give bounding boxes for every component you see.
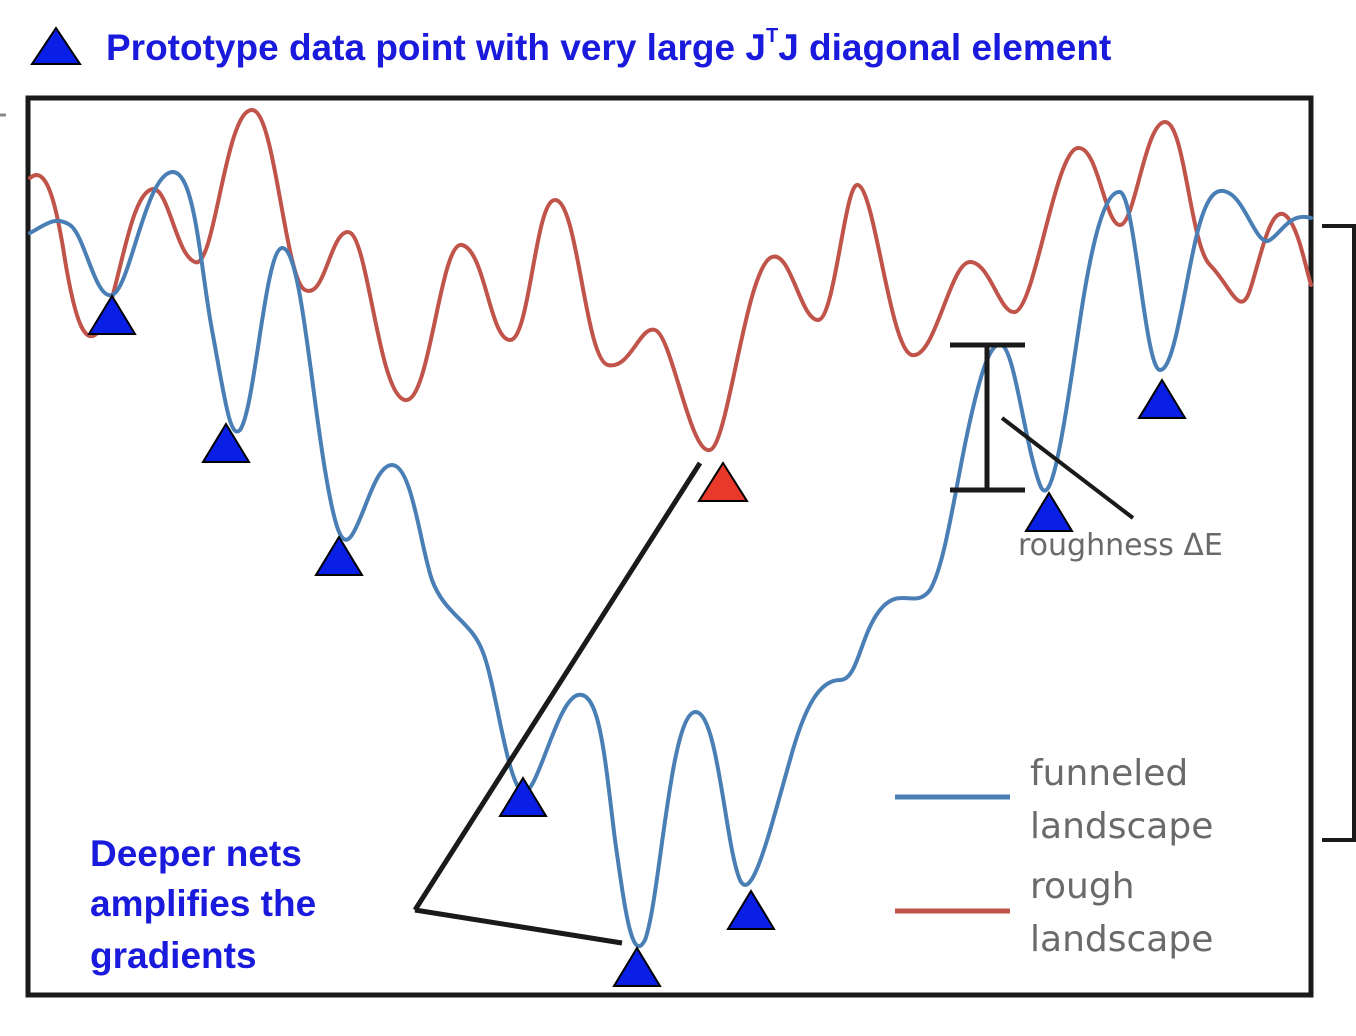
blue-triangle-icon	[89, 296, 135, 334]
blue-triangle-icon	[32, 28, 80, 64]
annotation-line-1: Deeper nets	[90, 833, 302, 874]
right-bracket	[1322, 226, 1356, 840]
blue-triangle-icon	[1139, 380, 1185, 418]
legend-label-funneled-2: landscape	[1030, 806, 1213, 847]
blue-triangle-icon	[500, 778, 546, 816]
annotation-line-2: amplifies the	[90, 883, 316, 924]
blue-triangle-icon	[728, 891, 774, 929]
roughness-label: roughness ΔE	[1018, 528, 1223, 563]
blue-triangle-icon	[1026, 493, 1072, 531]
legend-label-rough-1: rough	[1030, 866, 1135, 907]
blue-triangle-icon	[316, 537, 362, 575]
red-triangle-icon	[699, 463, 747, 501]
legend-label-rough-2: landscape	[1030, 919, 1213, 960]
blue-triangle-icon	[614, 948, 660, 986]
legend-label-funneled-1: funneled	[1030, 753, 1188, 794]
plot-legend: funneled landscape rough landscape	[895, 753, 1213, 960]
header-legend-text: Prototype data point with very large JTJ…	[106, 25, 1111, 68]
rough-landscape-curve	[30, 110, 1311, 450]
annotation-line-3: gradients	[90, 935, 257, 976]
annotation-backdrop	[32, 878, 92, 966]
roughness-pointer	[1002, 418, 1133, 518]
